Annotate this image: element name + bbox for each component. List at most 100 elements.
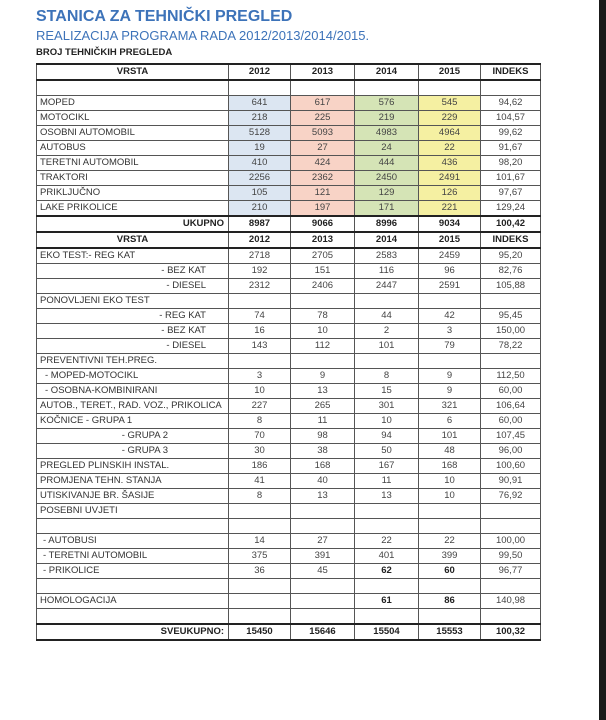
cell — [354, 503, 419, 519]
row-label: HOMOLOGACIJA — [36, 593, 229, 609]
row-label: - DIESEL — [36, 278, 229, 294]
cell: 229 — [418, 110, 481, 126]
cell: 641 — [228, 95, 291, 111]
table-row: - AUTOBUSI 14 27 22 22 100,00 — [36, 533, 541, 549]
cell: 5128 — [228, 125, 291, 141]
cell: 70 — [228, 428, 291, 444]
cell: 11 — [354, 473, 419, 489]
cell: 41 — [228, 473, 291, 489]
cell: 42 — [418, 308, 481, 324]
row-label: - BEZ KAT — [36, 323, 229, 339]
cell: 97,67 — [480, 185, 541, 201]
table: VRSTA 2012 2013 2014 2015 INDEKS MOPED 641 617 57… — [36, 63, 541, 641]
cell: 8996 — [354, 215, 419, 233]
cell: 2012 — [228, 63, 291, 81]
cell: 45 — [290, 563, 355, 579]
cell — [290, 293, 355, 309]
cell — [418, 503, 481, 519]
cell: 100,32 — [480, 623, 541, 641]
cell: 40 — [290, 473, 355, 489]
cell: 106,64 — [480, 398, 541, 414]
cell — [418, 79, 481, 96]
row-label: - BEZ KAT — [36, 263, 229, 279]
cell — [228, 578, 291, 594]
cell: 129,24 — [480, 200, 541, 217]
row-label: PREGLED PLINSKIH INSTAL. — [36, 458, 229, 474]
cell: 78,22 — [480, 338, 541, 354]
cell: 13 — [290, 488, 355, 504]
cell: 9066 — [290, 215, 355, 233]
cell: 96,00 — [480, 443, 541, 459]
cell: 13 — [354, 488, 419, 504]
row-label: PONOVLJENI EKO TEST — [36, 293, 229, 309]
cell: 30 — [228, 443, 291, 459]
cell: 6 — [418, 413, 481, 429]
cell: 2491 — [418, 170, 481, 186]
table-row: TERETNI AUTOMOBIL 410 424 444 436 98,20 — [36, 155, 541, 171]
cell: 48 — [418, 443, 481, 459]
cell: 2013 — [290, 63, 355, 81]
cell: 444 — [354, 155, 419, 171]
cell: 22 — [418, 533, 481, 549]
row-label: - GRUPA 3 — [36, 443, 229, 459]
cell — [418, 578, 481, 594]
cell: 112,50 — [480, 368, 541, 384]
row-label: PREVENTIVNI TEH.PREG. — [36, 353, 229, 369]
cell — [480, 578, 541, 594]
row-label: SVEUKUPNO: — [36, 623, 229, 641]
cell: 9 — [290, 368, 355, 384]
table-row: MOTOCIKL 218 225 219 229 104,57 — [36, 110, 541, 126]
table-row — [36, 608, 541, 625]
row-label: TERETNI AUTOMOBIL — [36, 155, 229, 171]
cell: 24 — [354, 140, 419, 156]
cell — [354, 293, 419, 309]
row-label: MOTOCIKL — [36, 110, 229, 126]
cell: 94,62 — [480, 95, 541, 111]
cell: 5093 — [290, 125, 355, 141]
cell: 10 — [418, 488, 481, 504]
cell: 101 — [418, 428, 481, 444]
cell: 15 — [354, 383, 419, 399]
cell: 129 — [354, 185, 419, 201]
row-label: - OSOBNA-KOMBINIRANI — [36, 383, 229, 399]
cell — [354, 518, 419, 534]
table-row: - OSOBNA-KOMBINIRANI 10 13 15 9 60,00 — [36, 383, 541, 399]
cell: 76,92 — [480, 488, 541, 504]
row-label: AUTOBUS — [36, 140, 229, 156]
cell: 95,20 — [480, 247, 541, 264]
cell — [354, 79, 419, 96]
cell: 210 — [228, 200, 291, 217]
cell: 98,20 — [480, 155, 541, 171]
row-label: VRSTA — [36, 63, 229, 81]
cell — [354, 608, 419, 625]
table-row: - GRUPA 3 30 38 50 48 96,00 — [36, 443, 541, 459]
cell — [290, 79, 355, 96]
cell: 96,77 — [480, 563, 541, 579]
cell: 227 — [228, 398, 291, 414]
cell — [480, 293, 541, 309]
row-label: - TERETNI AUTOMOBIL — [36, 548, 229, 564]
cell: 225 — [290, 110, 355, 126]
cell — [418, 518, 481, 534]
table-row: UTISKIVANJE BR. ŠASIJE 8 13 13 10 76,92 — [36, 488, 541, 504]
cell: 10 — [418, 473, 481, 489]
cell: 140,98 — [480, 593, 541, 609]
cell: 99,62 — [480, 125, 541, 141]
cell: 143 — [228, 338, 291, 354]
cell: 186 — [228, 458, 291, 474]
cell: 50 — [354, 443, 419, 459]
cell: 86 — [418, 593, 481, 609]
row-label: OSOBNI AUTOMOBIL — [36, 125, 229, 141]
cell: 545 — [418, 95, 481, 111]
cell: 2591 — [418, 278, 481, 294]
cell: INDEKS — [480, 63, 541, 81]
cell: 3 — [418, 323, 481, 339]
cell — [418, 608, 481, 625]
cell: 151 — [290, 263, 355, 279]
cell: 15646 — [290, 623, 355, 641]
row-label: LAKE PRIKOLICE — [36, 200, 229, 217]
cell: 98 — [290, 428, 355, 444]
cell: 60 — [418, 563, 481, 579]
section-label: BROJ TEHNIČKIH PREGLEDA — [36, 47, 173, 58]
cell: 62 — [354, 563, 419, 579]
